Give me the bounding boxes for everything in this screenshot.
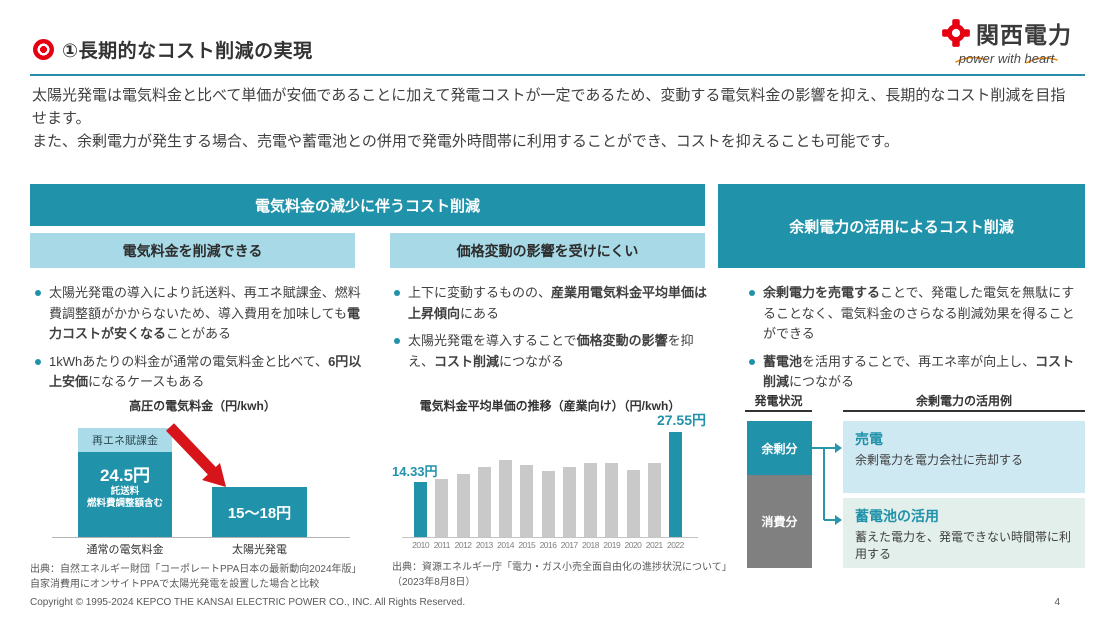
surplus-segment: 余剰分 — [747, 421, 812, 475]
bullet-item: 1kWhあたりの料金が通常の電気料金と比べて、6円以上安価になるケースもある — [33, 352, 363, 393]
kepco-logo-icon — [941, 18, 971, 48]
solar-tariff-bar: 15～18円 — [212, 487, 307, 537]
copyright-text: Copyright © 1995-2024 KEPCO THE KANSAI E… — [30, 597, 466, 608]
subsection-header-reduce-bill: 電気料金を削減できる — [30, 233, 355, 268]
trend-bars — [414, 432, 682, 537]
trend-bar — [562, 467, 576, 537]
source-note-chart1: 出典：自然エネルギー財団「コーポレートPPA日本の最新動向2024年版」 自家消… — [30, 563, 362, 592]
trend-bar — [605, 463, 619, 537]
bullet-item: 蓄電池を活用することで、再エネ率が向上し、コスト削減につながる — [747, 352, 1085, 393]
bullet-item: 太陽光発電を導入することで価格変動の影響を抑え、コスト削減につながる — [392, 331, 710, 372]
trend-bar — [414, 482, 427, 537]
x-label-solar: 太陽光発電 — [232, 544, 287, 556]
x-axis-line — [402, 537, 698, 538]
normal-tariff-sub-1: 託送料 — [110, 486, 140, 497]
trend-x-label: 2016 — [539, 540, 557, 550]
kepco-logo-text: 関西電力 — [976, 22, 1072, 48]
trend-x-label: 2012 — [454, 540, 472, 550]
underline — [843, 410, 1085, 412]
normal-tariff-sub-2: 燃料費調整額含む — [86, 498, 163, 510]
trend-bar — [541, 471, 555, 537]
trend-x-label: 2019 — [603, 540, 621, 550]
chart-title: 高圧の電気料金（円/kwh） — [129, 399, 276, 413]
first-value-label: 14.33円 — [392, 464, 438, 479]
section-header-surplus-power: 余剰電力の活用によるコスト削減 — [718, 184, 1085, 268]
intro-text: 太陽光発電は電気料金と比べて単価が安価であることに加えて発電コストが一定であるた… — [32, 84, 1078, 153]
trend-bar — [584, 463, 597, 537]
title-divider — [30, 74, 1085, 76]
x-label-normal: 通常の電気料金 — [86, 544, 164, 556]
underline — [745, 410, 812, 412]
page-title: ①長期的なコスト削減の実現 — [62, 41, 313, 62]
normal-tariff-bar: 24.5円 託送料 燃料費調整額含む — [78, 452, 172, 537]
source-line: 自家消費用にオンサイトPPAで太陽光発電を設置した場合と比較 — [30, 578, 320, 590]
trend-x-label: 2021 — [645, 540, 663, 550]
trend-x-label: 2011 — [433, 540, 451, 550]
trend-bar — [669, 432, 682, 537]
kepco-tagline: power with heart — [941, 51, 1072, 66]
bullet-item: 上下に変動するものの、産業用電気料金平均単価は上昇傾向にある — [392, 283, 710, 324]
sell-power-desc: 余剰電力を電力会社に売却する — [855, 453, 1024, 467]
battery-use-desc: 蓄えた電力を、発電できない時間帯に利用する — [855, 530, 1072, 562]
source-line: （2023年8月8日） — [392, 576, 476, 588]
bullets-reduce-bill: 太陽光発電の導入により託送料、再エネ賦課金、燃料費調整額がかからないため、導入費… — [33, 283, 363, 400]
trend-x-label: 2013 — [475, 540, 493, 550]
trend-bar — [626, 470, 640, 537]
bullets-surplus-power: 余剰電力を売電することで、発電した電気を無駄にすることなく、電気料金のさらなる削… — [747, 283, 1085, 400]
trend-x-label: 2014 — [497, 540, 515, 550]
x-axis-line — [52, 537, 350, 538]
source-line: 出典：自然エネルギー財団「コーポレートPPA日本の最新動向2024年版」 — [30, 564, 362, 575]
bullets-price-volatility: 上下に変動するものの、産業用電気料金平均単価は上昇傾向にある 太陽光発電を導入する… — [392, 283, 710, 379]
source-line: 出典：資源エネルギー庁「電力・ガス小売全面自由化の進捗状況について」 — [392, 562, 732, 573]
trend-x-label: 2017 — [560, 540, 578, 550]
last-value-label: 27.55円 — [656, 412, 706, 428]
renewable-levy-segment: 再エネ賦課金 — [78, 428, 172, 452]
trend-bar — [499, 460, 512, 537]
tariff-comparison-chart: 高圧の電気料金（円/kwh） 再エネ賦課金 24.5円 託送料 燃料費調整額含む… — [30, 395, 375, 561]
source-note-chart2: 出典：資源エネルギー庁「電力・ガス小売全面自由化の進捗状況について」 （2023… — [392, 561, 732, 590]
trend-bar — [647, 463, 661, 537]
price-trend-chart: 電気料金平均単価の推移（産業向け）（円/kwh） 14.33円 27.55円 2… — [388, 395, 712, 561]
subsection-header-price-volatility: 価格変動の影響を受けにくい — [390, 233, 705, 268]
surplus-usage-diagram: 発電状況 余剰電力の活用例 余剰分 消費分 売電 余剰電力を電力会社に売却する … — [745, 392, 1085, 572]
page-number: 4 — [1054, 597, 1060, 608]
bullet-item: 太陽光発電の導入により託送料、再エネ賦課金、燃料費調整額がかからないため、導入費… — [33, 283, 363, 345]
usage-examples-label: 余剰電力の活用例 — [915, 394, 1012, 408]
trend-bar — [435, 479, 449, 537]
chart-title: 電気料金平均単価の推移（産業向け）（円/kwh） — [419, 399, 681, 413]
bullet-item: 余剰電力を売電することで、発電した電気を無駄にすることなく、電気料金のさらなる削… — [747, 283, 1085, 345]
trend-x-label: 2020 — [624, 540, 642, 550]
decrease-arrow-icon — [166, 423, 226, 487]
battery-use-box: 蓄電池の活用 蓄えた電力を、発電できない時間帯に利用する — [843, 498, 1085, 568]
trend-x-labels: 2010 2011 2012 2013 2014 2015 2016 2017 2018 2019… — [410, 540, 686, 550]
trend-bar — [477, 467, 491, 537]
normal-tariff-value: 24.5円 — [99, 466, 151, 485]
tagline-swoosh-icon — [955, 56, 1058, 64]
intro-paragraph-2: また、余剰電力が発生する場合、売電や蓄電池との併用で発電外時間帯に利用することが… — [32, 133, 899, 150]
connector-arrows-icon — [812, 443, 842, 525]
trend-x-label: 2010 — [412, 540, 430, 550]
trend-x-label: 2022 — [666, 540, 684, 550]
section-header-electricity-cost: 電気料金の減少に伴うコスト削減 — [30, 184, 705, 226]
trend-x-label: 2018 — [582, 540, 599, 550]
trend-bar — [520, 465, 534, 537]
trend-x-label: 2015 — [518, 540, 536, 550]
sell-power-title: 売電 — [855, 431, 883, 447]
generation-status-label: 発電状況 — [754, 394, 803, 408]
trend-bar — [456, 474, 470, 537]
intro-paragraph-1: 太陽光発電は電気料金と比べて単価が安価であることに加えて発電コストが一定であるた… — [32, 87, 1066, 127]
consumption-segment: 消費分 — [747, 475, 812, 568]
sell-power-box: 売電 余剰電力を電力会社に売却する — [843, 421, 1085, 493]
battery-use-title: 蓄電池の活用 — [855, 508, 939, 524]
kepco-logo: 関西電力 power with heart — [941, 16, 1072, 66]
bullet-target-icon — [33, 39, 54, 60]
